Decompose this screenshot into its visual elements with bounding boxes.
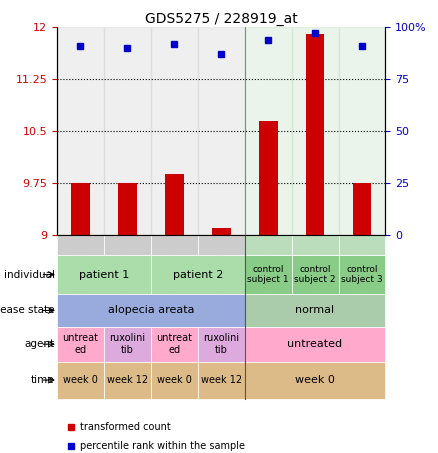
FancyBboxPatch shape <box>57 361 104 399</box>
Text: week 0: week 0 <box>295 375 335 385</box>
Text: transformed count: transformed count <box>81 422 171 432</box>
Text: patient 2: patient 2 <box>173 270 223 280</box>
Bar <box>259 121 278 236</box>
Text: week 12: week 12 <box>107 375 148 385</box>
FancyBboxPatch shape <box>339 236 385 255</box>
FancyBboxPatch shape <box>104 361 151 399</box>
Bar <box>198 27 245 236</box>
FancyBboxPatch shape <box>339 255 385 294</box>
FancyBboxPatch shape <box>198 361 245 399</box>
Bar <box>104 27 151 236</box>
FancyBboxPatch shape <box>292 236 339 255</box>
FancyBboxPatch shape <box>151 361 198 399</box>
Text: ruxolini
tib: ruxolini tib <box>109 333 145 355</box>
Bar <box>306 34 325 236</box>
Text: week 0: week 0 <box>157 375 192 385</box>
Bar <box>339 27 385 236</box>
FancyBboxPatch shape <box>245 236 292 255</box>
Text: week 12: week 12 <box>201 375 242 385</box>
Text: control
subject 3: control subject 3 <box>341 265 383 284</box>
FancyBboxPatch shape <box>104 327 151 361</box>
FancyBboxPatch shape <box>245 327 385 361</box>
Text: patient 1: patient 1 <box>79 270 129 280</box>
FancyBboxPatch shape <box>57 294 245 327</box>
Text: week 0: week 0 <box>63 375 98 385</box>
FancyBboxPatch shape <box>151 327 198 361</box>
FancyBboxPatch shape <box>292 255 339 294</box>
FancyBboxPatch shape <box>104 236 151 255</box>
FancyBboxPatch shape <box>57 255 151 294</box>
FancyBboxPatch shape <box>151 236 198 255</box>
FancyBboxPatch shape <box>57 236 104 255</box>
Bar <box>292 27 339 236</box>
Bar <box>151 27 198 236</box>
Text: time: time <box>31 375 55 385</box>
Text: percentile rank within the sample: percentile rank within the sample <box>81 442 245 452</box>
FancyBboxPatch shape <box>57 327 104 361</box>
Text: control
subject 1: control subject 1 <box>247 265 289 284</box>
FancyBboxPatch shape <box>198 236 245 255</box>
Text: ruxolini
tib: ruxolini tib <box>203 333 239 355</box>
FancyBboxPatch shape <box>245 294 385 327</box>
Bar <box>212 228 230 236</box>
Bar <box>71 183 90 236</box>
Bar <box>165 174 184 236</box>
Bar <box>245 27 292 236</box>
FancyBboxPatch shape <box>245 361 385 399</box>
Text: individual: individual <box>4 270 55 280</box>
Text: control
subject 2: control subject 2 <box>294 265 336 284</box>
Text: untreated: untreated <box>287 339 343 349</box>
FancyBboxPatch shape <box>245 255 292 294</box>
Bar <box>57 27 104 236</box>
FancyBboxPatch shape <box>198 327 245 361</box>
Bar <box>353 183 371 236</box>
Text: alopecia areata: alopecia areata <box>108 305 194 315</box>
Bar <box>118 183 137 236</box>
Text: untreat
ed: untreat ed <box>156 333 192 355</box>
Text: untreat
ed: untreat ed <box>62 333 99 355</box>
Text: disease state: disease state <box>0 305 55 315</box>
Title: GDS5275 / 228919_at: GDS5275 / 228919_at <box>145 12 297 26</box>
Text: normal: normal <box>296 305 335 315</box>
FancyBboxPatch shape <box>151 255 245 294</box>
Text: agent: agent <box>25 339 55 349</box>
